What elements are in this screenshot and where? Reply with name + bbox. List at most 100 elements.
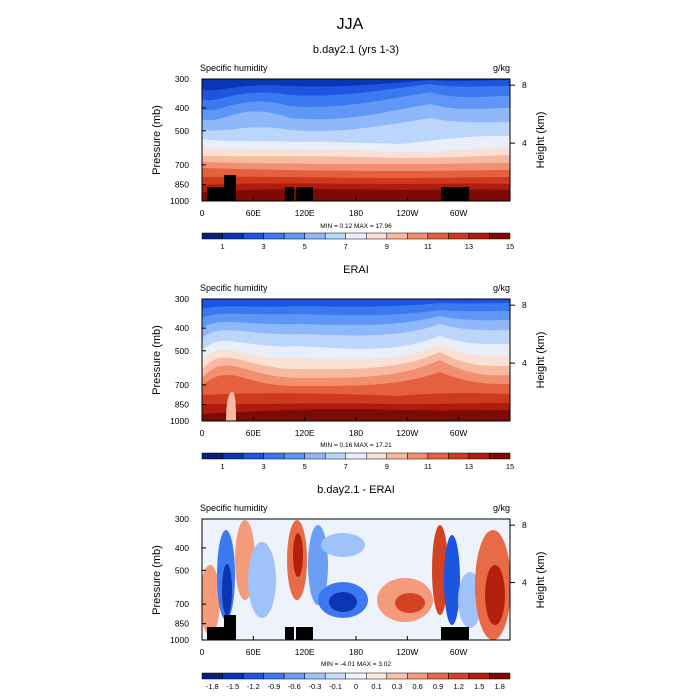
topography-block: [285, 627, 294, 640]
colorbar-label: 1.8: [495, 682, 505, 691]
colorbar-label: 1: [220, 462, 224, 471]
diff-blob: [321, 533, 365, 557]
y-right-tick-label: 8: [522, 300, 527, 310]
contour-field: [202, 519, 510, 640]
colorbar-swatch: [263, 452, 285, 460]
x-tick-label: 60W: [450, 208, 467, 218]
colorbar-swatch: [366, 672, 388, 680]
x-tick-label: 120W: [396, 647, 418, 657]
colorbar-swatch: [448, 672, 470, 680]
panel-difference: b.day2.1 - ERAI Specific humidity g/kg: [151, 484, 547, 691]
y-tick-label: 300: [175, 514, 189, 524]
colorbar-swatch: [324, 672, 346, 680]
colorbar-label: -1.8: [206, 682, 219, 691]
topography-mask: [207, 615, 469, 640]
colorbar-swatch: [324, 452, 346, 460]
colorbar-swatch: [222, 232, 244, 240]
colorbar-label: -0.3: [308, 682, 321, 691]
y-tick-label: 500: [175, 346, 189, 356]
y-right-tick-label: 4: [522, 138, 527, 148]
diff-blob: [293, 533, 303, 577]
x-tick-label: 180: [349, 647, 363, 657]
colorbar-label: 1.2: [453, 682, 463, 691]
colorbar-label: 11: [424, 242, 432, 251]
y-tick-label: 1000: [170, 196, 189, 206]
x-axis: 0 60E 120E 180 120W 60W: [200, 197, 467, 218]
units-label: g/kg: [493, 63, 510, 73]
y-tick-label: 400: [175, 543, 189, 553]
colorbar-swatch: [345, 672, 367, 680]
topography-block: [224, 175, 236, 201]
y-axis-right: 84: [510, 300, 527, 368]
colorbar-label: -1.5: [226, 682, 239, 691]
contour-field: [202, 79, 510, 201]
colorbar-label: 5: [303, 462, 307, 471]
y-tick-label: 850: [175, 180, 189, 190]
topography-block: [441, 627, 469, 640]
colorbar-label: 9: [385, 242, 389, 251]
y-tick-label: 300: [175, 74, 189, 84]
topography-block: [285, 187, 294, 201]
colorbar-label: 0.6: [412, 682, 422, 691]
y-right-tick-label: 8: [522, 80, 527, 90]
topography-block: [207, 187, 224, 201]
variable-label: Specific humidity: [200, 503, 268, 513]
x-axis: 0 60E 120E 180 120W 60W: [200, 417, 467, 438]
units-label: g/kg: [493, 283, 510, 293]
x-tick-label: 180: [349, 428, 363, 438]
x-tick-label: 120E: [295, 647, 315, 657]
colorbar-swatch: [304, 232, 326, 240]
diff-blob: [395, 593, 425, 613]
colorbar-label: -1.2: [247, 682, 260, 691]
panel-title: b.day2.1 (yrs 1-3): [313, 44, 399, 56]
colorbar-swatch: [324, 232, 346, 240]
colorbar-label: 3: [262, 462, 266, 471]
variable-label: Specific humidity: [200, 63, 268, 73]
colorbar-swatch: [386, 452, 408, 460]
x-tick-label: 120W: [396, 208, 418, 218]
y-axis-label: Pressure (mb): [151, 545, 163, 615]
x-tick-label: 0: [200, 208, 205, 218]
x-tick-label: 120E: [295, 428, 315, 438]
colorbar-swatch: [489, 232, 511, 240]
colorbar-swatch: [201, 672, 223, 680]
y-tick-label: 1000: [170, 416, 189, 426]
y-axis-label: Pressure (mb): [151, 105, 163, 175]
colorbar-label: 1: [220, 242, 224, 251]
colorbar-label: -0.9: [267, 682, 280, 691]
colorbar-swatch: [448, 232, 470, 240]
y-axis-label: Pressure (mb): [151, 325, 163, 395]
x-tick-label: 60W: [450, 428, 467, 438]
colorbar-swatch: [407, 672, 429, 680]
colorbar-swatch: [201, 232, 223, 240]
colorbar-label: 1.5: [474, 682, 484, 691]
y-axis-right-label: Height (km): [535, 112, 547, 169]
colorbar-label: 9: [385, 462, 389, 471]
colorbar-swatch: [283, 232, 305, 240]
y-tick-label: 700: [175, 380, 189, 390]
y-axis-right: 84: [510, 80, 527, 148]
y-axis: 300 400 500 700 850 1000: [170, 294, 206, 426]
units-label: g/kg: [493, 503, 510, 513]
colorbar-swatch: [242, 232, 264, 240]
colorbar-label: 15: [506, 462, 514, 471]
colorbar-swatch: [242, 452, 264, 460]
colorbar-swatch: [489, 452, 511, 460]
panel-model: b.day2.1 (yrs 1-3) Specific humidity g/k…: [151, 44, 547, 251]
y-tick-label: 500: [175, 565, 189, 575]
colorbar-label: 0.3: [392, 682, 402, 691]
colorbar-swatch: [468, 232, 490, 240]
colorbar-swatch: [366, 452, 388, 460]
colorbar-swatch: [366, 232, 388, 240]
colorbar-swatch: [222, 452, 244, 460]
colorbar-label: 3: [262, 242, 266, 251]
topography-block: [224, 615, 236, 640]
colorbar-swatch: [242, 672, 264, 680]
colorbar-label: 5: [303, 242, 307, 251]
colorbar: 1 3 5 7 9 11 13 15: [201, 452, 514, 471]
topography-block: [296, 187, 313, 201]
y-tick-label: 700: [175, 160, 189, 170]
x-tick-label: 60E: [246, 428, 261, 438]
topography-block: [296, 627, 313, 640]
